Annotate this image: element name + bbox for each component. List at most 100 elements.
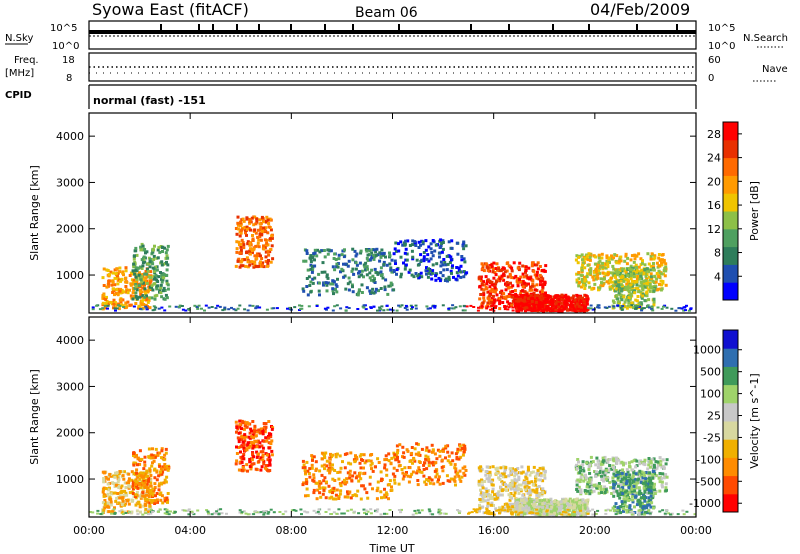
nsky-spikes	[160, 24, 678, 31]
y-tick-label: 2000	[56, 223, 84, 236]
cpid-label: CPID	[5, 90, 32, 101]
x-tick-label: 20:00	[579, 524, 611, 537]
colorbar-segment	[723, 139, 738, 159]
chart-title: Syowa East (fitACF)	[92, 0, 249, 19]
freq-strip: Freq. [MHz] 18 8 60 0 Nave	[5, 52, 788, 84]
y-tick-label: 3000	[56, 176, 84, 189]
x-tick-label: 00:00	[680, 524, 712, 537]
nsky-spike	[236, 24, 238, 31]
nsky-spike	[212, 24, 214, 31]
colorbar-segment	[723, 493, 738, 513]
colorbar-segment	[723, 246, 738, 265]
nsky-spike	[398, 24, 400, 31]
nsky-spike	[470, 24, 472, 31]
echo-layer	[89, 419, 697, 517]
nsky-spike	[258, 24, 260, 31]
nsky-left-tick-bottom: 10^0	[52, 41, 79, 52]
freq-left-tick-bottom: 8	[66, 73, 72, 84]
y-tick-label: 1000	[56, 269, 84, 282]
nsky-spike	[324, 24, 326, 31]
beam-label: Beam 06	[355, 5, 418, 21]
y-tick-label: 1000	[56, 473, 84, 486]
cpid-strip: CPID normal (fast) -151	[5, 84, 697, 109]
colorbar-segment	[723, 193, 738, 212]
velocity-panel: 1000 2000 3000 4000 00:00 04:00 08:00 12:00 16:0…	[28, 316, 712, 537]
freq-right-tick-bottom: 0	[708, 73, 714, 84]
freq-left-tick-top: 18	[62, 55, 75, 66]
colorbar-segment	[723, 330, 738, 349]
colorbar-tick-label: 100	[700, 388, 721, 401]
nsky-label: N.Sky	[5, 33, 33, 44]
colorbar-frame	[722, 121, 739, 301]
y-axis-label: Slant Range [km]	[28, 369, 41, 465]
nsky-right-tick-bottom: 10^0	[708, 41, 735, 52]
nsky-spike	[160, 24, 162, 31]
colorbar-segment	[723, 264, 738, 283]
colorbar-segment	[723, 157, 738, 176]
colorbar-tick-label: -1000	[689, 497, 721, 510]
colorbar-segment	[723, 475, 738, 495]
y-tick-label: 3000	[56, 380, 84, 393]
nsky-left-tick-top: 10^5	[50, 23, 77, 34]
colorbar-segment	[723, 366, 738, 386]
colorbar-tick-label: 20	[707, 175, 721, 188]
nave-label: Nave	[762, 64, 788, 75]
colorbar-label: Power [dB]	[748, 181, 761, 241]
x-tick-label: 00:00	[73, 524, 105, 537]
y-tick-label: 2000	[56, 427, 84, 440]
date-label: 04/Feb/2009	[590, 0, 690, 19]
nsky-spike	[636, 24, 638, 31]
nsky-spike	[290, 24, 292, 31]
nsky-spike	[352, 24, 354, 31]
x-tick-label: 04:00	[174, 524, 206, 537]
colorbar-segment	[723, 122, 738, 141]
colorbar-segment	[723, 211, 738, 230]
colorbar-segment	[723, 228, 738, 248]
colorbar-tick-label: 1000	[693, 344, 721, 357]
nsky-right-tick-top: 10^5	[708, 23, 735, 34]
nsky-spike	[198, 24, 200, 31]
colorbar-segment	[723, 384, 738, 404]
colorbar-tick-label: 25	[707, 410, 721, 423]
velocity-colorbar: 1000 500 100 25 -25 -100 -500 -1000 Velocity [m …	[689, 329, 761, 513]
nsky-spike	[552, 24, 554, 31]
y-tick-label: 4000	[56, 130, 84, 143]
nsky-frame	[88, 20, 697, 50]
y-tick-label: 4000	[56, 334, 84, 347]
nsky-spike	[508, 24, 510, 31]
nsky-spike	[588, 24, 590, 31]
x-tick-label: 16:00	[478, 524, 510, 537]
echo-layer	[91, 215, 693, 313]
colorbar-segment	[723, 457, 738, 477]
cpid-text: normal (fast) -151	[93, 94, 206, 107]
freq-label-line2: [MHz]	[5, 68, 34, 79]
colorbar-segment	[723, 348, 738, 367]
colorbar-tick-label: 16	[707, 199, 721, 212]
colorbar-segment	[723, 402, 738, 422]
y-axis-label: Slant Range [km]	[28, 165, 41, 261]
colorbar-tick-label: 4	[714, 270, 721, 283]
power-panel: 1000 2000 3000 4000 Slant Range [km]	[28, 112, 697, 314]
x-tick-label: 12:00	[377, 524, 409, 537]
nsearch-label: N.Search	[743, 33, 788, 44]
colorbar-label: Velocity [m s^-1]	[748, 373, 761, 468]
colorbar-segment	[723, 282, 738, 301]
freq-right-tick-top: 60	[708, 55, 721, 66]
colorbar-tick-label: 12	[707, 223, 721, 236]
colorbar-segment	[723, 421, 738, 440]
colorbar-segment	[723, 175, 738, 194]
colorbar-tick-label: -100	[696, 453, 721, 466]
nsky-spike	[676, 24, 678, 31]
colorbar-frame	[722, 329, 739, 513]
colorbar-tick-label: 8	[714, 247, 721, 260]
colorbar-segment	[723, 439, 738, 458]
power-colorbar: 4 8 12 16 20 24 28 Power [dB]	[707, 121, 761, 301]
colorbar-tick-label: 24	[707, 152, 721, 165]
x-axis-label: Time UT	[368, 542, 414, 554]
freq-label-line1: Freq.	[14, 55, 39, 66]
nsky-trace	[89, 30, 696, 34]
colorbar-tick-label: 500	[700, 366, 721, 379]
nsky-strip: N.Sky 10^5 10^0 10^5 10^0 N.Search	[5, 20, 788, 52]
x-tick-label: 08:00	[275, 524, 307, 537]
